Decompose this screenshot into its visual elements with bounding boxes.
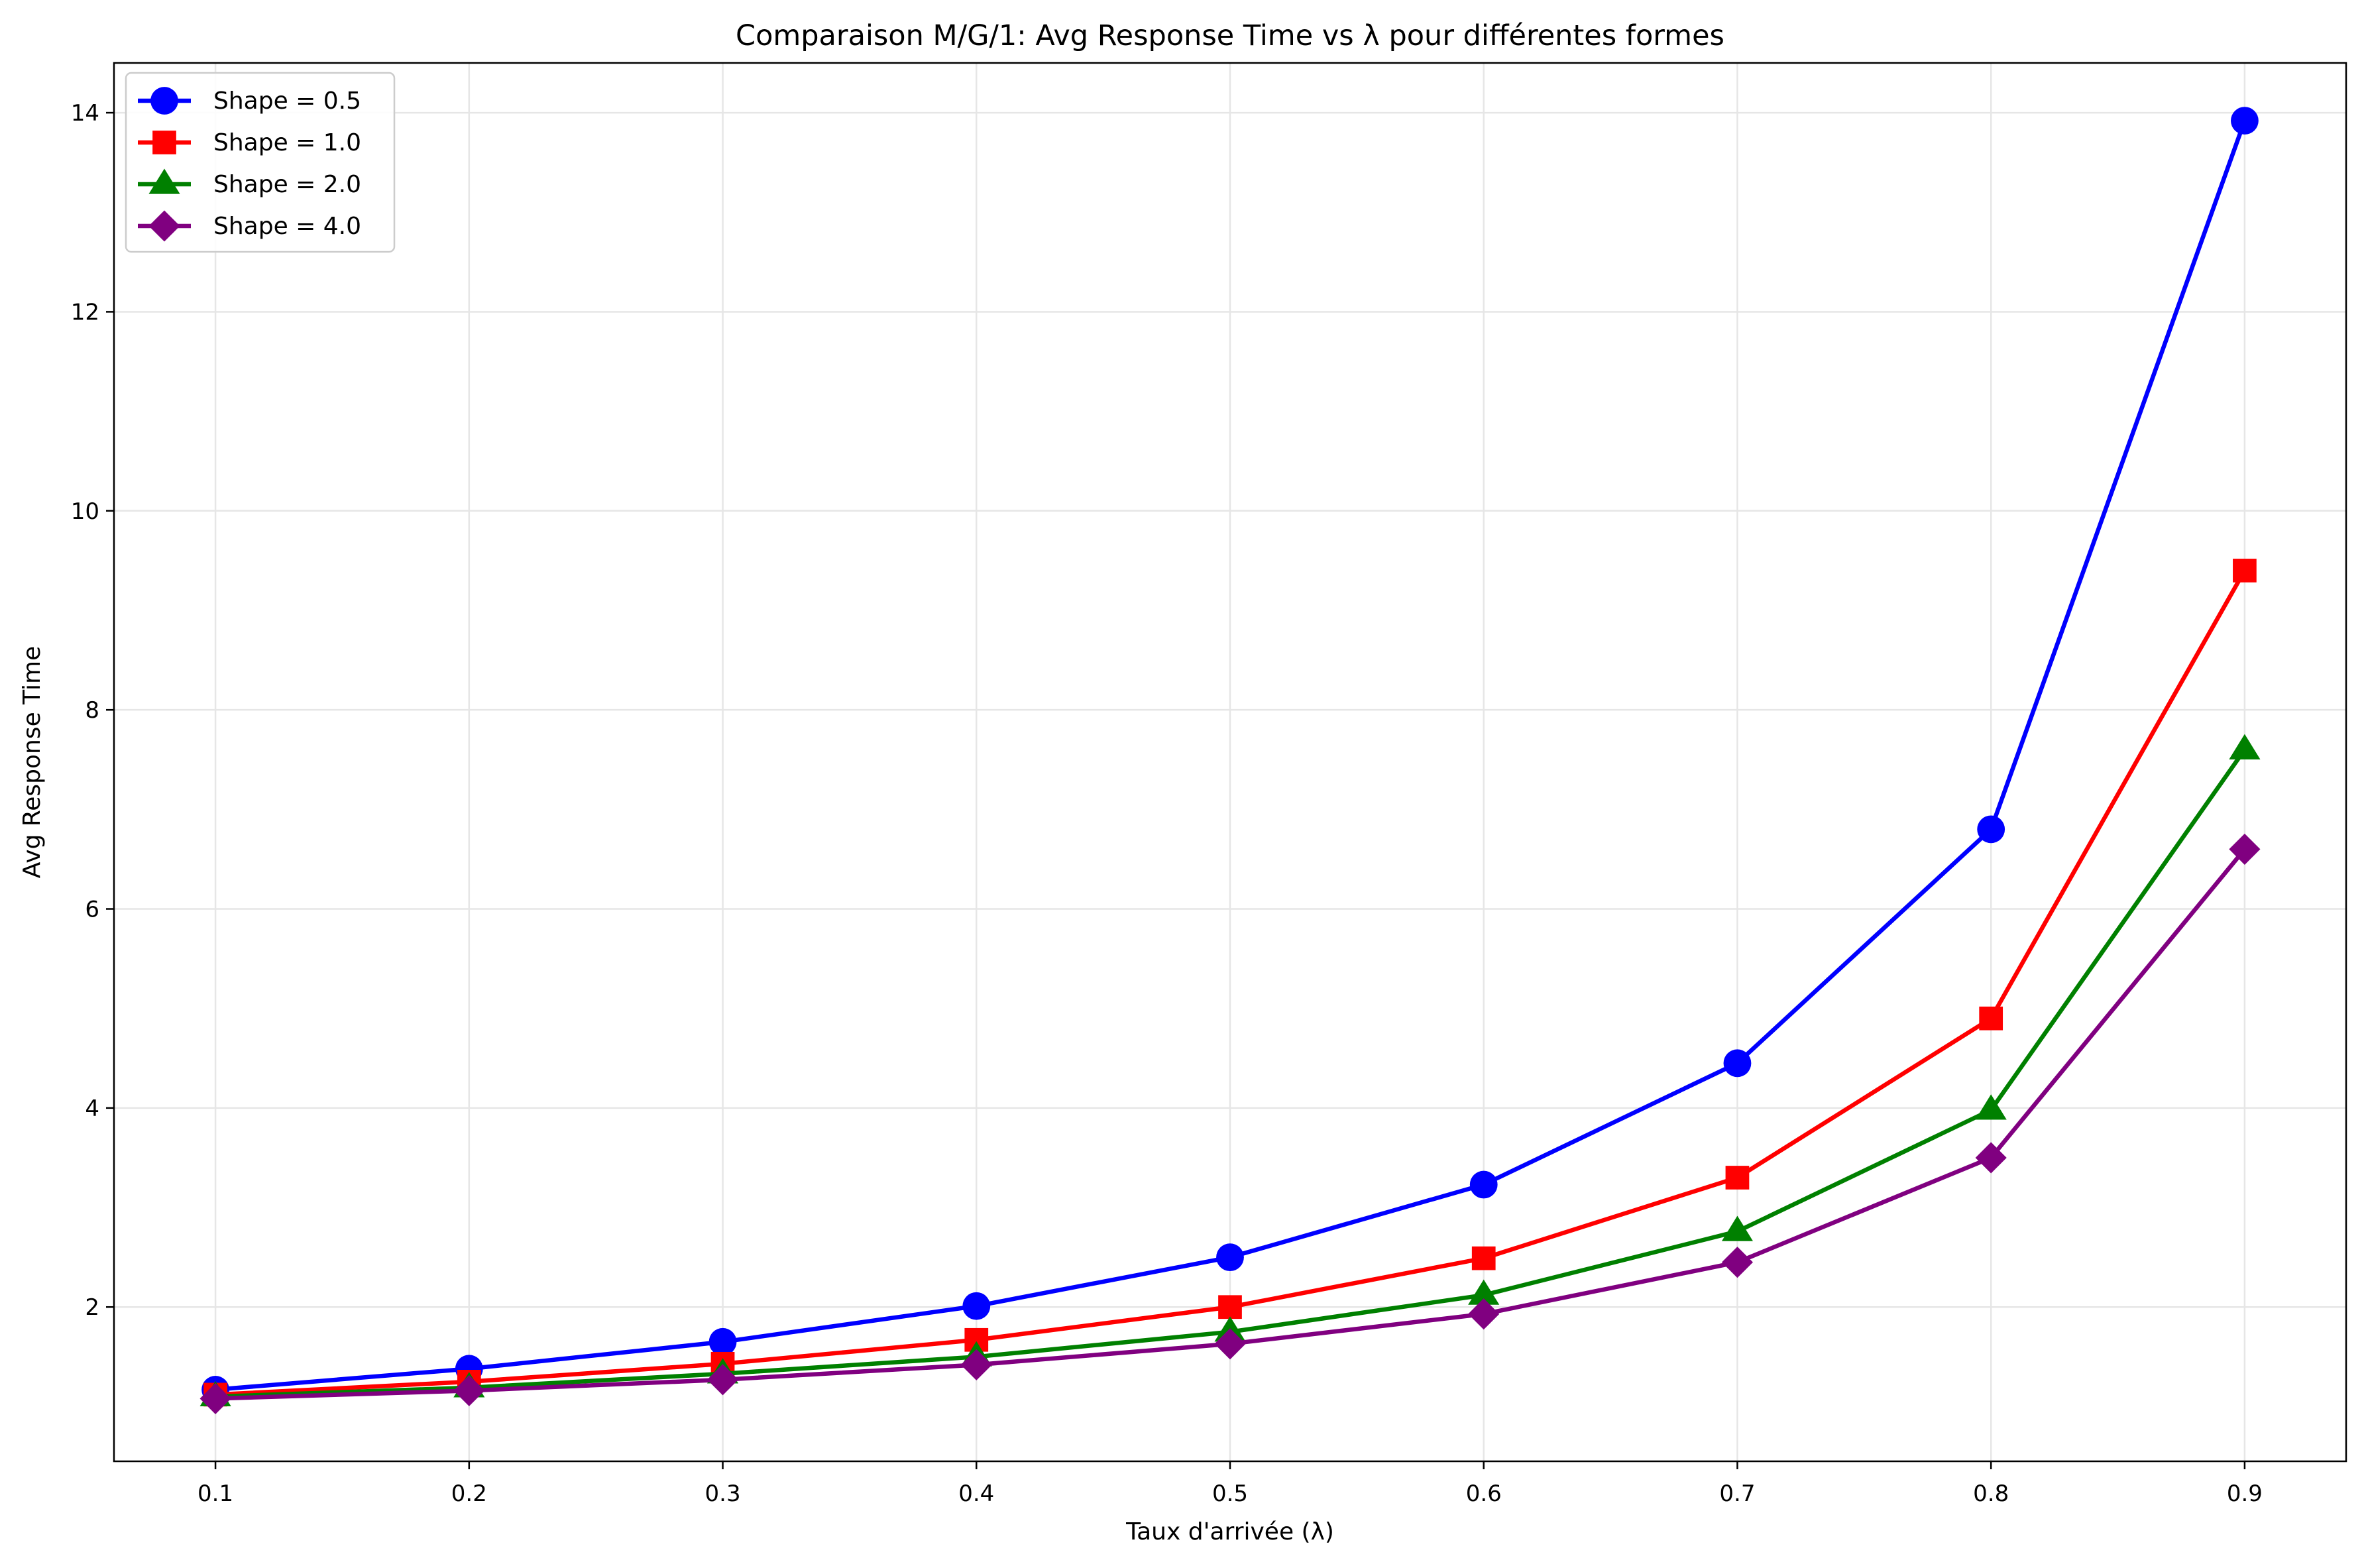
data-point — [453, 1374, 485, 1406]
x-tick-label: 0.9 — [2227, 1481, 2263, 1507]
data-point — [1214, 1328, 1246, 1360]
x-tick-label: 0.7 — [1719, 1481, 1755, 1507]
data-point — [1469, 1170, 1498, 1199]
data-point — [1471, 1246, 1496, 1270]
legend-frame — [125, 72, 396, 253]
data-point — [1725, 1166, 1750, 1190]
data-point — [1723, 1049, 1752, 1078]
y-tick-label: 12 — [71, 299, 99, 325]
y-tick-label: 10 — [71, 498, 99, 525]
data-point — [1468, 1279, 1500, 1305]
x-tick-label: 0.3 — [705, 1481, 741, 1507]
legend-label: Shape = 0.5 — [213, 87, 361, 115]
grid-layer — [114, 63, 2346, 1461]
legend-marker — [150, 87, 178, 115]
legend-item: Shape = 1.0 — [138, 129, 361, 156]
series-4 — [199, 833, 2261, 1414]
y-tick-label: 6 — [85, 897, 99, 923]
y-tick-label: 8 — [85, 697, 99, 724]
data-point — [708, 1327, 737, 1356]
x-tick-label: 0.5 — [1212, 1481, 1248, 1507]
data-point — [1218, 1295, 1242, 1319]
y-axis-label: Avg Response Time — [19, 646, 46, 879]
tick-layer: 0.1 0.2 0.3 0.4 0.5 0.6 0.7 0.8 0.9 2 4 6 8 10 12 14 — [71, 100, 2263, 1507]
x-tick-label: 0.6 — [1466, 1481, 1502, 1507]
data-point — [1468, 1298, 1500, 1330]
series-1 — [201, 107, 2259, 1404]
data-point — [1979, 1006, 2003, 1031]
y-tick-label: 2 — [85, 1294, 99, 1321]
data-point — [2229, 833, 2261, 865]
data-point — [1977, 815, 2005, 844]
legend-marker — [152, 131, 176, 154]
legend-marker — [148, 210, 180, 242]
y-tick-label: 4 — [85, 1095, 99, 1122]
data-point — [1721, 1247, 1754, 1278]
data-point — [2231, 107, 2259, 135]
data-point — [1216, 1243, 1244, 1272]
data-point — [706, 1364, 739, 1396]
data-point — [1975, 1142, 2007, 1174]
x-tick-label: 0.4 — [958, 1481, 994, 1507]
x-tick-label: 0.1 — [197, 1481, 233, 1507]
data-point — [962, 1292, 991, 1320]
chart-title: Comparaison M/G/1: Avg Response Time vs … — [736, 19, 1724, 52]
legend-label: Shape = 4.0 — [213, 213, 361, 240]
legend-label: Shape = 2.0 — [213, 171, 361, 198]
legend-item: Shape = 4.0 — [138, 210, 361, 242]
data-point — [2233, 559, 2257, 583]
legend-label: Shape = 1.0 — [213, 129, 361, 156]
data-point — [199, 1382, 231, 1414]
legend-marker — [148, 168, 180, 194]
legend: Shape = 0.5 Shape = 1.0 Shape = 2.0 Shape =… — [125, 72, 396, 253]
x-tick-label: 0.8 — [1973, 1481, 2009, 1507]
x-tick-label: 0.2 — [451, 1481, 487, 1507]
legend-item: Shape = 2.0 — [138, 168, 361, 198]
y-tick-label: 14 — [71, 100, 99, 127]
data-point — [1975, 1094, 2007, 1120]
series-layer — [199, 107, 2261, 1414]
data-point — [1721, 1215, 1754, 1241]
legend-item: Shape = 0.5 — [138, 87, 361, 115]
x-axis-label: Taux d'arrivée (λ) — [1125, 1518, 1334, 1545]
data-point — [960, 1349, 992, 1380]
data-point — [2229, 734, 2261, 759]
